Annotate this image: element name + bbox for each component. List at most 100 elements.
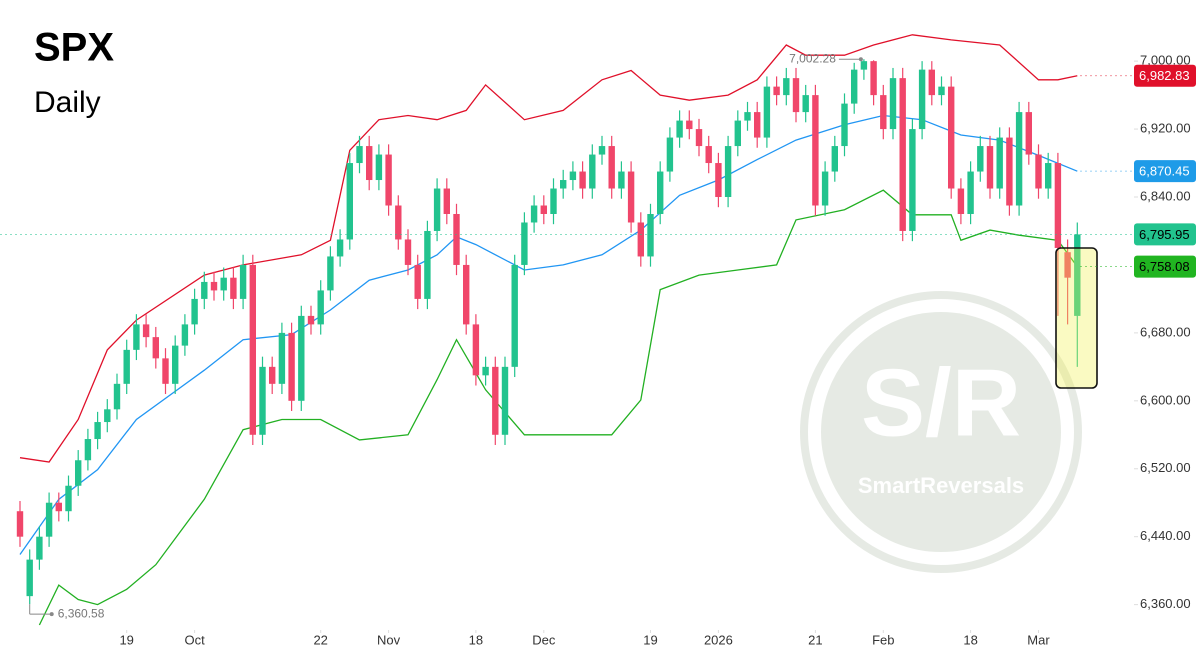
candle-body xyxy=(336,239,344,257)
x-tick-label: 18 xyxy=(963,632,977,647)
candle-body xyxy=(395,205,402,240)
candle-body xyxy=(414,264,421,299)
candle-body xyxy=(482,366,489,376)
chart-subtitle: Daily xyxy=(34,86,101,119)
candle-body xyxy=(647,213,654,257)
candle-body xyxy=(948,86,955,189)
candle-body xyxy=(201,281,208,299)
band-line xyxy=(38,189,1078,626)
highlight-box xyxy=(1055,247,1098,389)
candle-body xyxy=(977,146,984,172)
high-label: 7,002.28 xyxy=(789,51,836,65)
candle-body xyxy=(1054,163,1062,248)
candle-body xyxy=(375,154,383,181)
candle-body xyxy=(860,61,868,70)
y-tick-label: 6,680.00 xyxy=(1140,324,1191,339)
candle-body xyxy=(676,120,683,138)
candle-body xyxy=(463,264,470,325)
candle-body xyxy=(598,146,606,155)
candle-body xyxy=(909,129,916,231)
candle-body xyxy=(210,281,218,291)
x-tick-label: Feb xyxy=(872,632,894,647)
candle-body xyxy=(133,324,140,350)
x-tick-label: Oct xyxy=(184,632,205,647)
candle-body xyxy=(521,222,528,265)
low-label: 6,360.58 xyxy=(58,606,105,620)
candle-body xyxy=(705,146,712,164)
candle-body xyxy=(55,502,62,512)
band-line xyxy=(19,34,1078,463)
candle-body xyxy=(1006,137,1013,206)
candle-body xyxy=(1025,112,1032,155)
candle-body xyxy=(666,137,674,172)
candle-body xyxy=(511,264,518,367)
y-tick-label: 6,440.00 xyxy=(1140,528,1191,543)
candle-body xyxy=(938,86,945,96)
candle-body xyxy=(608,146,615,189)
candle-body xyxy=(928,69,935,96)
candle-body xyxy=(385,154,392,206)
candle-body xyxy=(433,188,441,231)
candle-body xyxy=(831,146,838,172)
candle-body xyxy=(724,146,732,198)
watermark-sub: SmartReversals xyxy=(858,473,1024,498)
candle-body xyxy=(366,146,373,181)
candle-body xyxy=(288,332,295,401)
candle-body xyxy=(259,366,266,435)
candle-body xyxy=(763,86,771,138)
candle-body xyxy=(579,171,586,189)
candle-body xyxy=(967,171,974,214)
candle-body xyxy=(880,95,887,130)
price-tag-label: 6,795.95 xyxy=(1139,227,1190,242)
candle-body xyxy=(113,383,121,410)
candle-body xyxy=(191,298,198,325)
x-tick-label: 18 xyxy=(469,632,483,647)
candle-body xyxy=(1074,234,1081,316)
candle-body xyxy=(986,146,994,189)
candle-body xyxy=(84,439,92,461)
candle-body xyxy=(75,460,82,486)
candle-body xyxy=(346,163,353,240)
candle-body xyxy=(686,120,693,130)
price-tag-label: 6,870.45 xyxy=(1139,164,1190,179)
candle-body xyxy=(734,120,741,147)
candle-body xyxy=(298,315,305,401)
price-tag xyxy=(1134,160,1196,183)
low-dot xyxy=(49,612,54,617)
candle-body xyxy=(492,366,499,435)
candle-body xyxy=(783,78,790,96)
candle-body xyxy=(821,171,829,206)
candle-body xyxy=(841,103,848,147)
candle-body xyxy=(172,345,179,384)
candle-body xyxy=(36,536,43,560)
candle-body xyxy=(812,95,819,206)
x-tick-label: Mar xyxy=(1027,632,1050,647)
y-tick-label: 6,920.00 xyxy=(1140,121,1191,136)
x-tick-label: 19 xyxy=(643,632,657,647)
candle-body xyxy=(918,69,926,130)
candle-body xyxy=(540,205,547,214)
y-tick-label: 7,000.00 xyxy=(1140,53,1191,68)
watermark: S/R SmartReversals xyxy=(800,291,1082,573)
candle-body xyxy=(957,188,965,214)
candle-body xyxy=(637,222,644,257)
watermark-main: S/R xyxy=(861,349,1021,456)
candle-body xyxy=(773,86,780,96)
y-tick-label: 6,360.00 xyxy=(1140,596,1191,611)
candle-body xyxy=(792,78,800,113)
candle-body xyxy=(754,112,761,138)
watermark-ring xyxy=(800,291,1082,573)
candle-body xyxy=(249,264,256,435)
candle-body xyxy=(870,61,877,96)
x-tick-label: 21 xyxy=(808,632,822,647)
candle-body xyxy=(899,78,906,231)
candle-body xyxy=(123,349,130,384)
candle-body xyxy=(627,171,635,223)
x-tick-label: 19 xyxy=(119,632,133,647)
candle-body xyxy=(1045,163,1052,189)
candle-body xyxy=(889,78,897,130)
candle-body xyxy=(1035,154,1042,189)
candle-body xyxy=(26,559,33,597)
x-tick-label: 2026 xyxy=(704,632,733,647)
